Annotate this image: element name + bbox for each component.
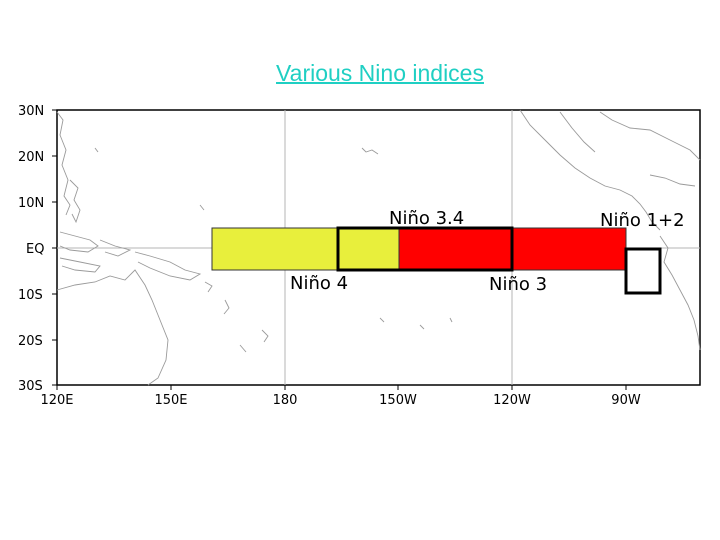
pitcairn-islands <box>419 324 425 330</box>
australia-coast <box>56 269 169 386</box>
caribbean-islands <box>649 174 696 187</box>
hawaii-islands <box>361 147 379 155</box>
sulawesi-coast <box>99 239 132 257</box>
lon-tick-label: 150W <box>379 393 417 408</box>
lon-tick-label: 120W <box>493 393 531 408</box>
coastlines <box>56 109 701 386</box>
marianas-islands <box>94 147 99 153</box>
fiji-islands <box>261 329 269 343</box>
nino4-region <box>211 227 400 271</box>
longitude-axis: 120E 150E 180 150W 120W 90W <box>40 385 641 408</box>
nino12-label: Niño 1+2 <box>600 210 685 231</box>
vanuatu-islands <box>223 299 230 315</box>
new-caledonia <box>239 344 247 353</box>
page-title: Various Nino indices <box>276 60 484 86</box>
nino4-label: Niño 4 <box>290 273 348 294</box>
java-coast <box>59 257 101 273</box>
new-guinea-coast <box>134 251 202 281</box>
tuamotu-islands <box>379 317 385 323</box>
lon-tick-label: 150E <box>154 393 187 408</box>
south-america-coast <box>659 235 701 351</box>
lat-tick-label: 20S <box>18 334 43 349</box>
solomon-islands <box>204 281 213 293</box>
baja-coast <box>559 111 596 153</box>
lat-tick-label: 10N <box>18 196 44 211</box>
nino12-region <box>624 247 662 295</box>
latitude-axis: 30N 20N 10N EQ 10S 20S 30S <box>18 104 57 394</box>
nino34-label: Niño 3.4 <box>389 208 464 229</box>
lon-tick-label: 180 <box>273 393 298 408</box>
borneo-coast <box>59 231 99 253</box>
philippines-coast <box>69 179 81 224</box>
asia-coast <box>56 111 71 216</box>
lat-tick-label: EQ <box>26 242 44 257</box>
easter-island <box>449 317 453 323</box>
nino34-region <box>336 226 514 272</box>
marshall-islands <box>199 204 205 211</box>
central-america-coast <box>519 109 661 231</box>
nino3-label: Niño 3 <box>489 274 547 295</box>
lon-tick-label: 120E <box>40 393 73 408</box>
lat-tick-label: 10S <box>18 288 43 303</box>
lat-tick-label: 20N <box>18 150 44 165</box>
lat-tick-label: 30S <box>18 379 43 394</box>
nino-regions <box>211 226 662 295</box>
lat-tick-label: 30N <box>18 104 44 119</box>
lon-tick-label: 90W <box>611 393 641 408</box>
gulf-coast <box>599 111 701 161</box>
